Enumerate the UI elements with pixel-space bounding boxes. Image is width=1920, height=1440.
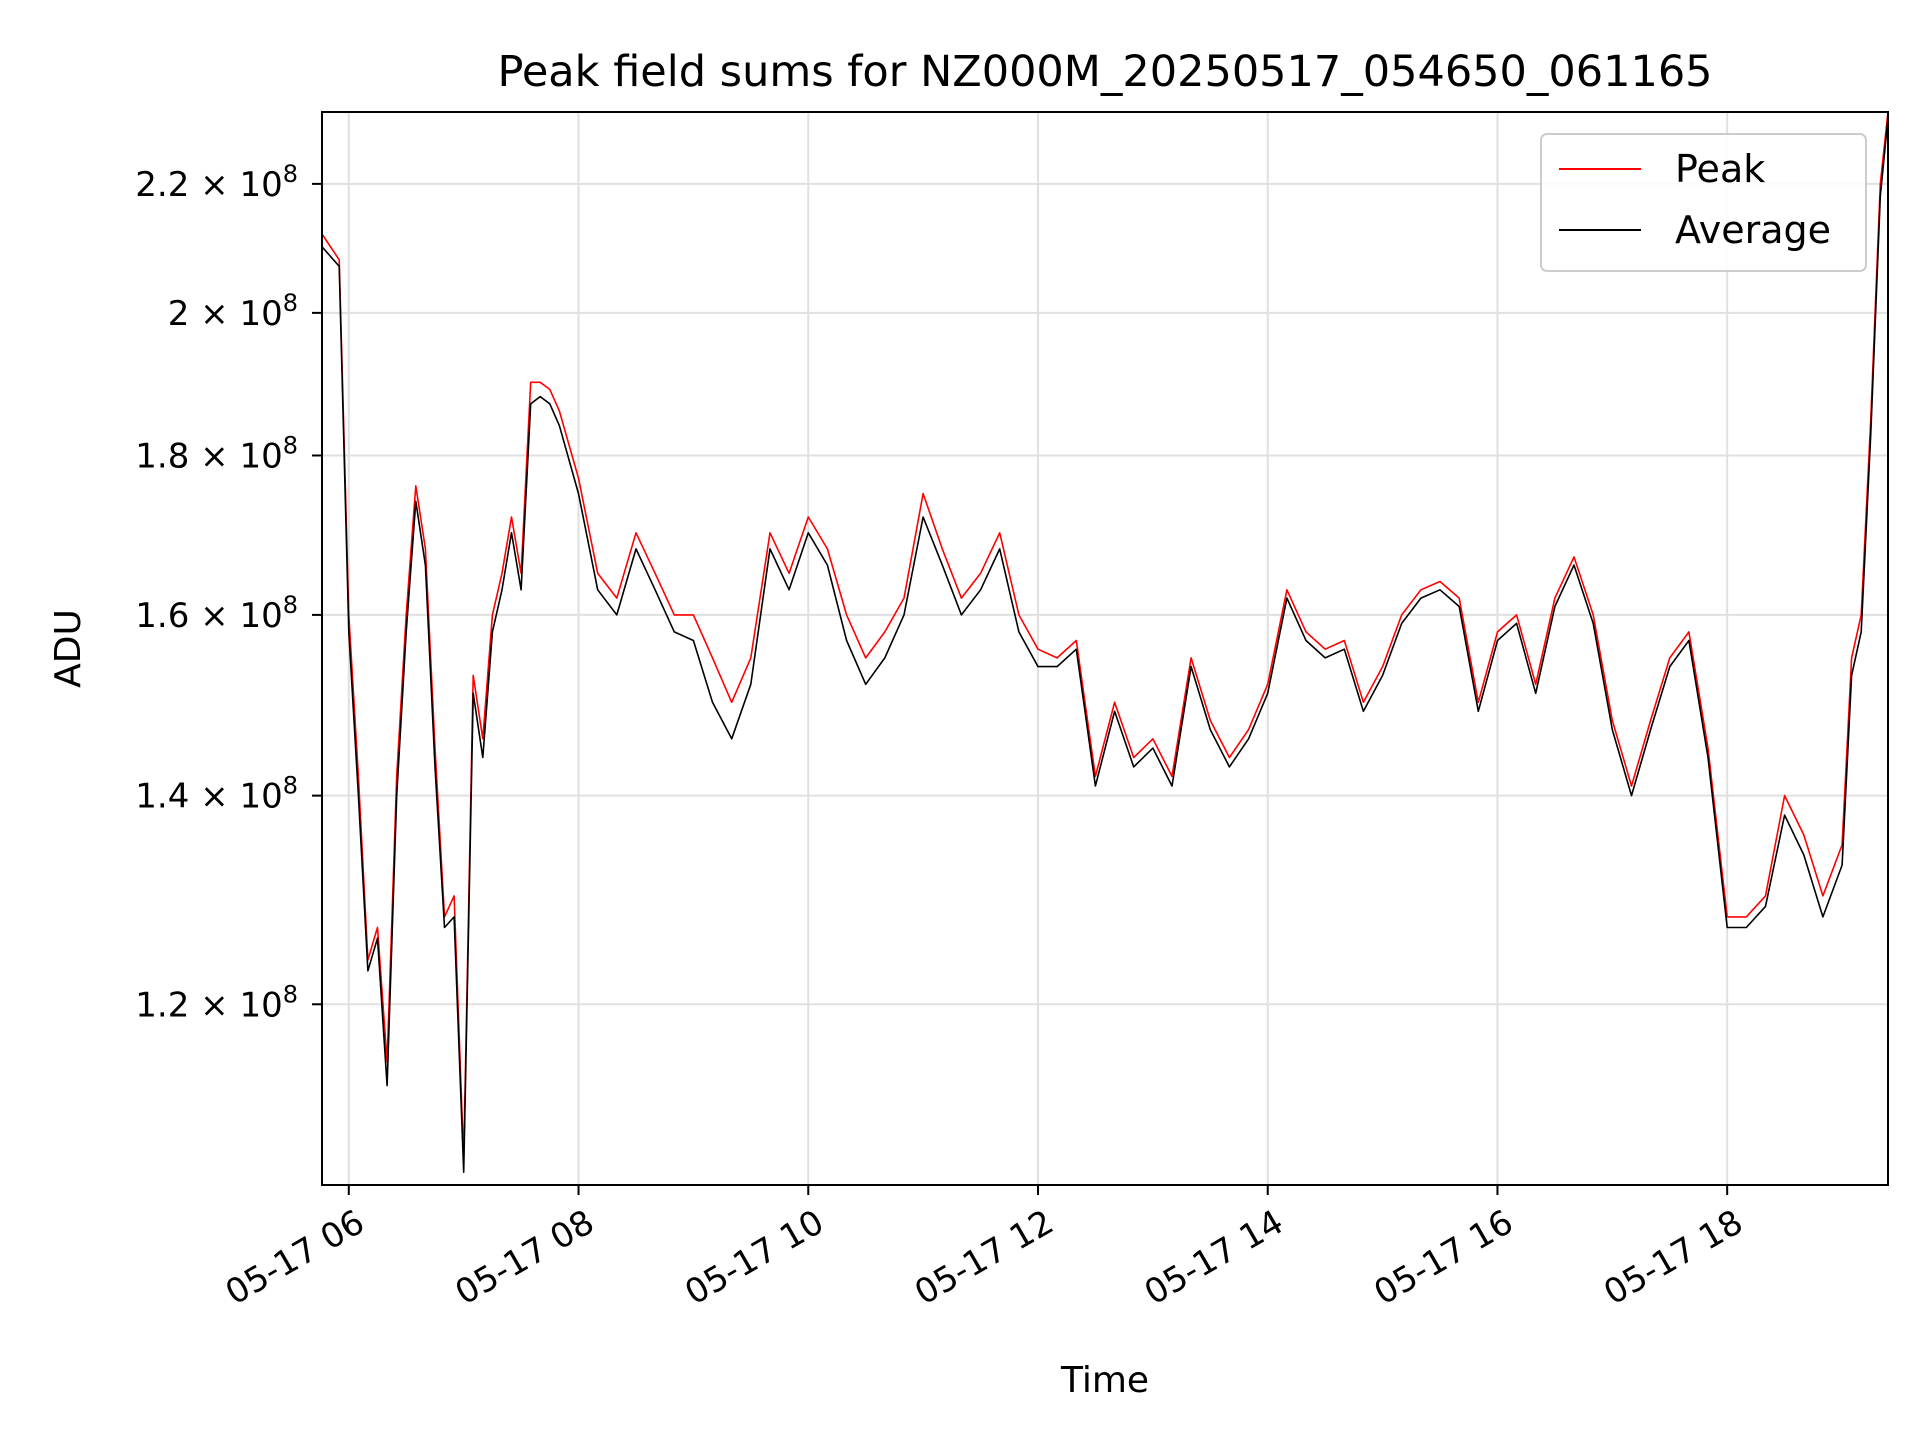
series-line-peak	[322, 112, 1888, 1161]
y-tick-label: 2.2 × 108	[135, 160, 298, 205]
legend: Peak Average	[1540, 133, 1867, 272]
y-tick-label: 1.2 × 108	[135, 980, 298, 1025]
legend-entry: Peak	[1675, 147, 1765, 191]
y-axis: 2.2 × 108 2 × 108 1.8 × 108 1.6 × 108 1.4 × …	[135, 160, 322, 1025]
series-line-average	[322, 117, 1888, 1173]
y-tick-label: 1.8 × 108	[135, 431, 298, 476]
plot-frame	[321, 111, 1889, 1186]
chart-title: Peak field sums for NZ000M_20250517_0546…	[497, 47, 1712, 97]
y-tick-label: 2 × 108	[168, 289, 298, 334]
series-layer	[322, 112, 1888, 1173]
legend-entry: Average	[1675, 208, 1831, 252]
y-tick-label: 1.6 × 108	[135, 591, 298, 636]
grid	[322, 112, 1888, 1185]
y-axis-label: ADU	[48, 609, 89, 688]
x-axis-label: Time	[1060, 1360, 1149, 1401]
y-tick-label: 1.4 × 108	[135, 772, 298, 817]
